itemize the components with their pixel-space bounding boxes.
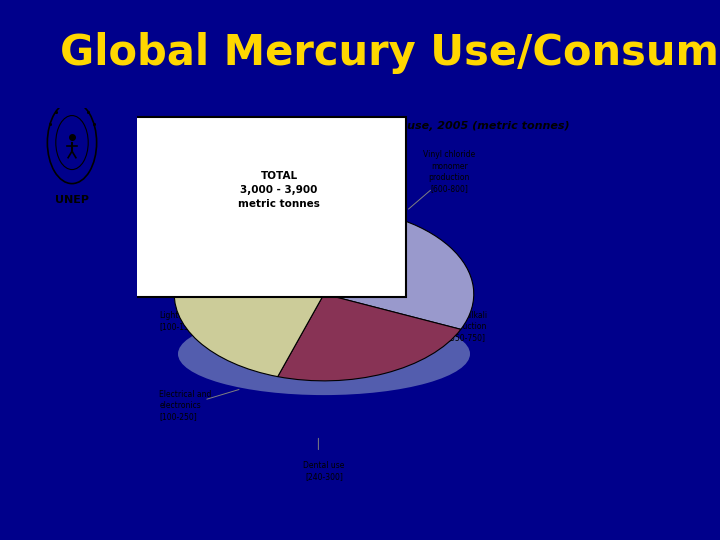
Wedge shape [174,285,324,376]
Text: Vinyl chloride
monomer
production
[600-800]: Vinyl chloride monomer production [600-8… [423,151,475,193]
Text: Chlor-alkali
production
[550-750]: Chlor-alkali production [550-750] [445,312,488,342]
Text: Electrical and
electronics
[100-250]: Electrical and electronics [100-250] [159,390,212,421]
Ellipse shape [178,313,470,395]
Wedge shape [284,208,324,294]
Text: Small-
scale/artisanal
gold mining
[800-1100]: Small- scale/artisanal gold mining [800-… [174,147,230,189]
Wedge shape [248,211,324,294]
FancyBboxPatch shape [122,117,406,297]
Wedge shape [175,240,324,294]
Wedge shape [207,219,324,294]
Wedge shape [324,207,474,329]
Text: TOTAL
3,000 - 3,900
metric tonnes: TOTAL 3,000 - 3,900 metric tonnes [238,171,320,210]
Text: UNEP: UNEP [55,195,89,205]
Wedge shape [278,294,461,381]
Wedge shape [296,207,324,294]
Text: Global mercury demand by use, 2005 (metric tonnes): Global mercury demand by use, 2005 (metr… [233,120,570,131]
Text: Dental use
[240-300]: Dental use [240-300] [303,461,345,481]
Text: Global Mercury Use/Consumption: Global Mercury Use/Consumption [60,32,720,75]
Text: Other'
[20-60]: Other' [20-60] [159,233,187,253]
Text: Lighting
[100-150]: Lighting [100-150] [159,311,197,332]
